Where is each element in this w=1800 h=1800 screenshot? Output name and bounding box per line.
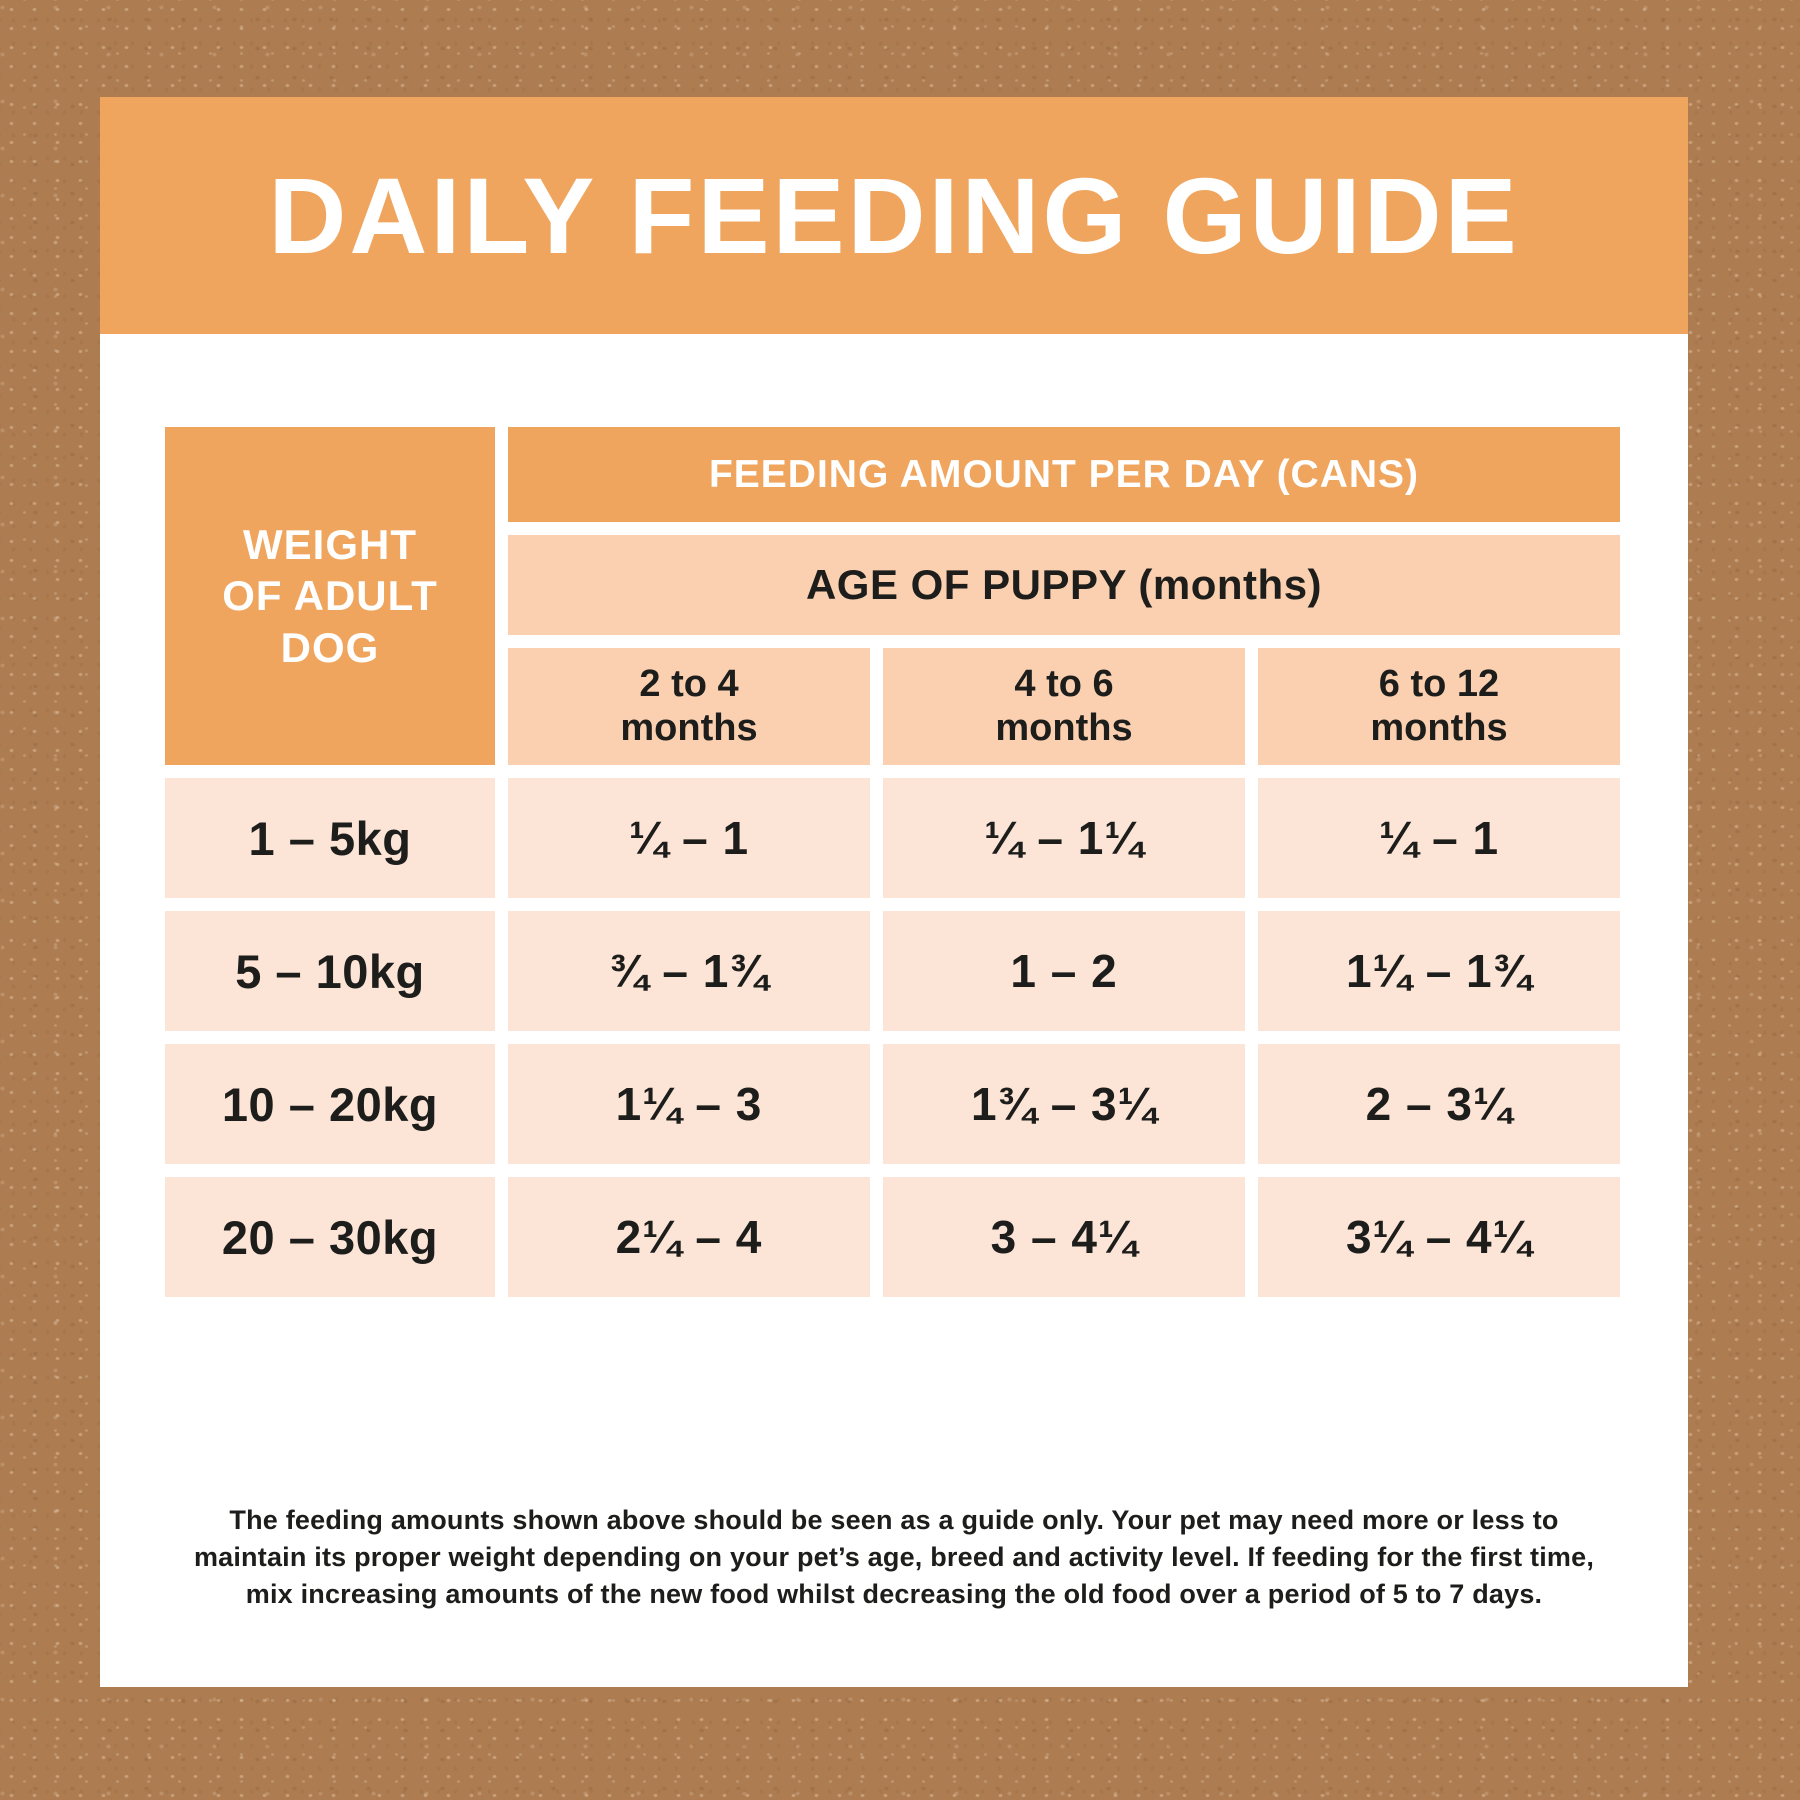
- age-column-header-2-4: 2 to 4 months: [508, 648, 870, 765]
- weight-cell-20-30kg: 20 – 30kg: [165, 1177, 495, 1297]
- age-unit-label: months: [995, 706, 1133, 749]
- title-banner: DAILY FEEDING GUIDE: [100, 97, 1688, 334]
- value-cell: 3¼ – 4¼: [1258, 1177, 1620, 1297]
- age-range-label: 6 to 12: [1378, 663, 1500, 706]
- value-cell: 1 – 2: [883, 911, 1245, 1031]
- age-column-header-4-6: 4 to 6 months: [883, 648, 1245, 765]
- footer-line: The feeding amounts shown above should b…: [229, 1505, 1559, 1535]
- value-cell: ¼ – 1: [508, 778, 870, 898]
- weight-of-adult-dog-header: WEIGHT OF ADULT DOG: [165, 427, 495, 765]
- footer-line: maintain its proper weight depending on …: [193, 1542, 1595, 1572]
- corner-header-line: DOG: [280, 623, 380, 671]
- age-unit-label: months: [1370, 706, 1508, 749]
- value-cell: ¼ – 1: [1258, 778, 1620, 898]
- weight-cell-1-5kg: 1 – 5kg: [165, 778, 495, 898]
- age-column-header-6-12: 6 to 12 months: [1258, 648, 1620, 765]
- weight-cell-10-20kg: 10 – 20kg: [165, 1044, 495, 1164]
- value-cell: 3 – 4¼: [883, 1177, 1245, 1297]
- value-cell: 1¾ – 3¼: [883, 1044, 1245, 1164]
- page-title: DAILY FEEDING GUIDE: [268, 155, 1520, 276]
- footer-line: mix increasing amounts of the new food w…: [245, 1579, 1543, 1609]
- value-cell: ¼ – 1¼: [883, 778, 1245, 898]
- value-cell: ¾ – 1¾: [508, 911, 870, 1031]
- value-cell: 1¼ – 1¾: [1258, 911, 1620, 1031]
- weight-cell-5-10kg: 5 – 10kg: [165, 911, 495, 1031]
- age-of-puppy-header: AGE OF PUPPY (months): [508, 535, 1620, 635]
- feeding-amount-header: FEEDING AMOUNT PER DAY (CANS): [508, 427, 1620, 522]
- corner-header-line: OF ADULT: [222, 572, 438, 620]
- value-cell: 2 – 3¼: [1258, 1044, 1620, 1164]
- feeding-guide-card: DAILY FEEDING GUIDE WEIGHT OF ADULT DOG …: [100, 97, 1688, 1687]
- footer-note: The feeding amounts shown above should b…: [164, 1502, 1624, 1613]
- age-range-label: 2 to 4: [639, 663, 739, 706]
- feeding-table: WEIGHT OF ADULT DOG FEEDING AMOUNT PER D…: [165, 427, 1620, 1297]
- value-cell: 1¼ – 3: [508, 1044, 870, 1164]
- age-unit-label: months: [620, 706, 758, 749]
- age-range-label: 4 to 6: [1014, 663, 1114, 706]
- corner-header-line: WEIGHT: [243, 521, 417, 569]
- value-cell: 2¼ – 4: [508, 1177, 870, 1297]
